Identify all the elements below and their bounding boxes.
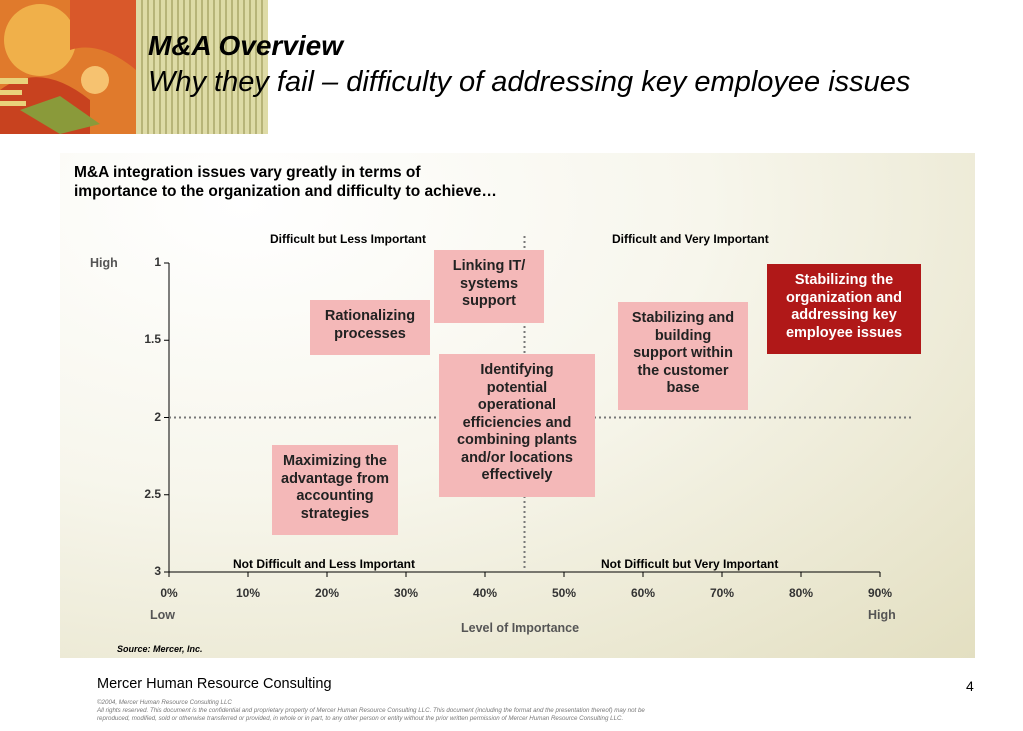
- issue-box-line: Stabilizing the: [794, 272, 894, 288]
- issue-box-line: operational: [477, 397, 557, 413]
- x-tick-label: 10%: [235, 586, 261, 600]
- highlighted-issue-box: Stabilizing the organization and addressin…: [767, 264, 921, 354]
- quadrant-label-bottom-right: Not Difficult but Very Important: [601, 557, 779, 571]
- quadrant-label-top-left: Difficult but Less Important: [270, 232, 426, 246]
- issue-box-line: employee issues: [785, 324, 903, 341]
- page-number: 4: [966, 678, 974, 694]
- x-tick-label: 20%: [314, 586, 340, 600]
- y-tick-label: 1: [154, 255, 161, 269]
- issue-box-line: support within: [633, 345, 733, 361]
- y-tick-label: 2: [154, 409, 161, 424]
- slide-title: M&A Overview: [148, 30, 344, 61]
- footer-company-name: Mercer Human Resource Consulting: [97, 676, 332, 692]
- issue-box-line: combining plants: [456, 432, 578, 448]
- chart-intro-text: M&A integration issues vary greatly in t…: [74, 163, 497, 201]
- x-axis-title: Level of Importance: [461, 621, 580, 635]
- x-tick-label: 40%: [472, 586, 498, 600]
- x-tick-label: 30%: [393, 586, 419, 600]
- issue-box-line: processes: [334, 325, 406, 342]
- x-tick-label: 60%: [630, 586, 656, 600]
- issue-box: Maximizing the advantage from accounting st…: [272, 445, 398, 535]
- x-high-label: High: [868, 608, 896, 622]
- issue-box-line: Identifying: [480, 362, 554, 378]
- intro-line-1: M&A integration issues vary greatly in t…: [74, 164, 421, 181]
- legal-notice: ©2004, Mercer Human Resource Consulting …: [97, 699, 645, 723]
- issue-box-line: systems: [459, 275, 519, 292]
- issue-box-line: base: [666, 380, 700, 396]
- legal-line-2: All rights reserved. This document is th…: [97, 707, 645, 714]
- issue-box-line: Stabilizing and: [631, 310, 735, 326]
- y-tick-label: 3: [154, 564, 161, 578]
- issue-box-line: the customer: [637, 362, 729, 379]
- source-note: Source: Mercer, Inc.: [117, 644, 203, 654]
- x-low-label: Low: [150, 608, 175, 622]
- slide-subtitle: Why they fail – difficulty of addressing…: [148, 66, 911, 98]
- x-tick-label: 80%: [788, 586, 814, 600]
- y-tick-label: 1.5: [144, 332, 161, 347]
- issue-box-line: support: [462, 293, 516, 309]
- y-tick-label: 2.5: [144, 486, 161, 501]
- header-artwork: [0, 0, 268, 134]
- issue-box: Stabilizing and building support within the…: [618, 302, 748, 410]
- legal-line-1: ©2004, Mercer Human Resource Consulting …: [97, 699, 232, 706]
- y-high-label: High: [90, 256, 118, 270]
- intro-line-2: importance to the organization and diffi…: [74, 183, 497, 200]
- issue-box-line: addressing key: [791, 307, 897, 323]
- issue-box-line: organization and: [786, 289, 902, 306]
- issue-box-line: accounting: [296, 488, 374, 504]
- x-tick-label: 90%: [867, 586, 893, 600]
- x-tick-label: 0%: [160, 586, 178, 600]
- issue-box-line: effectively: [481, 467, 553, 483]
- issue-box: Linking IT/systems support: [434, 250, 544, 323]
- issue-box-line: and/or locations: [461, 449, 573, 466]
- issue-box-line: Rationalizing: [324, 308, 416, 324]
- quadrant-label-bottom-left: Not Difficult and Less Important: [233, 557, 416, 571]
- decorative-collage-image: [0, 0, 268, 134]
- y-tick-marks: [164, 262, 169, 573]
- issue-box-line: efficiencies and: [462, 414, 572, 431]
- x-tick-marks: [168, 572, 881, 577]
- issue-box-line: potential: [486, 379, 548, 396]
- x-tick-label: 50%: [551, 586, 577, 600]
- issue-box-line: building: [654, 327, 712, 344]
- issue-box: Rationalizing processes: [310, 300, 430, 355]
- x-tick-label: 70%: [709, 586, 735, 600]
- issue-box-line: Maximizing the: [283, 453, 387, 469]
- legal-line-3: reproduced, modified, sold or otherwise …: [97, 715, 624, 722]
- issue-box: Identifying potential operational efficienc…: [439, 354, 595, 497]
- quadrant-label-top-right: Difficult and Very Important: [612, 232, 769, 246]
- issue-box-line: strategies: [300, 505, 370, 522]
- issue-box-line: advantage from: [281, 470, 389, 487]
- issue-box-line: Linking IT/: [452, 258, 526, 274]
